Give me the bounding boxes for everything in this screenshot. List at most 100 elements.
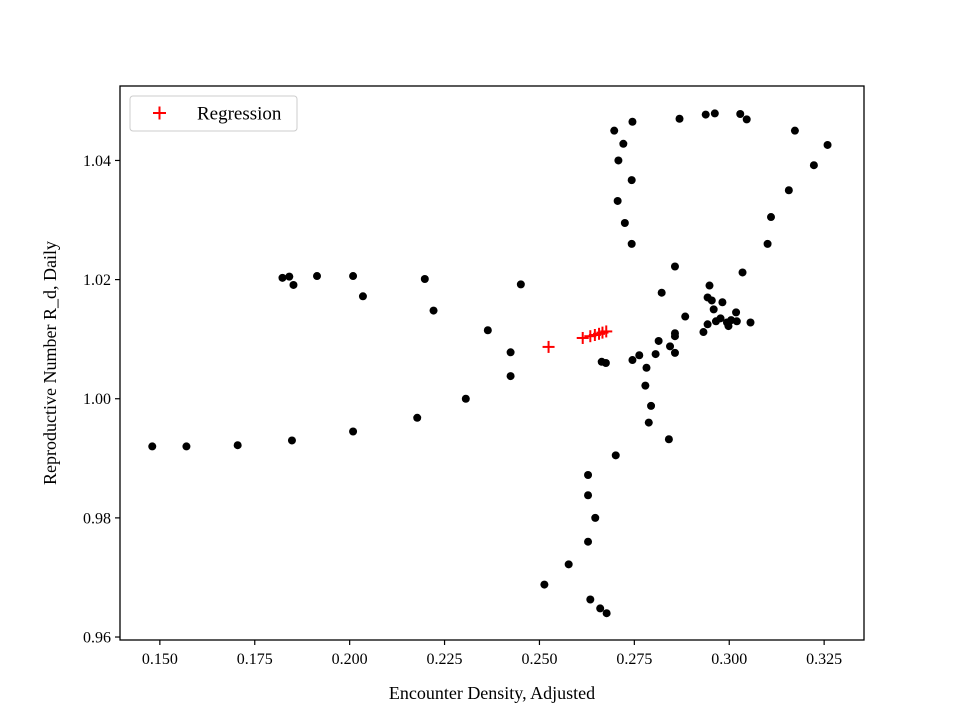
x-tick-label: 0.200	[332, 651, 368, 668]
legend: Regression	[129, 95, 298, 132]
scatter-point	[823, 140, 832, 149]
y-axis-label: Reproductive Number R_d, Daily	[40, 241, 60, 485]
scatter-point	[584, 491, 593, 500]
scatter-point	[736, 109, 745, 118]
y-tick-label: 0.98	[83, 510, 111, 527]
scatter-point	[628, 117, 637, 126]
x-axis-ticks: 0.150 0.175 0.200 0.225 0.250 0.275 0.300 0.325	[142, 640, 842, 668]
plot-area	[120, 86, 864, 640]
scatter-point	[619, 139, 628, 148]
scatter-point	[614, 156, 623, 165]
scatter-point	[628, 356, 637, 365]
scatter-point	[635, 351, 644, 360]
scatter-point	[767, 213, 775, 222]
y-tick-label: 1.02	[83, 272, 111, 289]
scatter-point	[742, 115, 751, 124]
legend-label-regression: Regression	[197, 104, 282, 125]
scatter-point	[642, 363, 651, 372]
scatter-point	[182, 442, 191, 451]
scatter-point	[627, 176, 636, 185]
scatter-point	[285, 272, 294, 281]
scatter-point	[413, 413, 422, 422]
x-tick-label: 0.225	[427, 651, 463, 668]
scatter-point	[746, 318, 755, 327]
scatter-point	[670, 329, 679, 338]
scatter-point	[483, 326, 492, 335]
scatter-point	[287, 436, 296, 445]
plot-frame	[119, 85, 865, 641]
scatter-point	[641, 381, 650, 390]
scatter-point	[763, 239, 772, 248]
scatter-point	[506, 372, 515, 381]
scatter-point	[429, 306, 438, 315]
scatter-point	[670, 262, 679, 271]
scatter-point	[644, 418, 653, 427]
scatter-point	[349, 427, 358, 436]
scatter-point	[620, 219, 629, 228]
scatter-point	[732, 308, 741, 317]
scatter-point	[602, 609, 611, 618]
scatter-point	[664, 435, 673, 444]
scatter-point	[506, 348, 515, 357]
y-axis-ticks: 0.96 0.98 1.00 1.02 1.04	[83, 153, 120, 647]
scatter-point	[709, 305, 718, 314]
x-tick-label: 0.275	[616, 651, 652, 668]
scatter-point	[596, 604, 605, 613]
x-tick-label: 0.325	[806, 651, 842, 668]
scatter-point	[584, 537, 593, 546]
scatter-point	[701, 110, 710, 119]
scatter-point	[732, 317, 741, 326]
x-tick-label: 0.175	[237, 651, 273, 668]
scatter-point	[681, 312, 690, 321]
scatter-point	[627, 239, 636, 248]
scatter-point	[613, 196, 622, 205]
scatter-point	[784, 186, 793, 195]
scatter-point	[540, 580, 549, 589]
x-tick-label: 0.150	[142, 651, 178, 668]
scatter-point	[601, 359, 610, 367]
y-tick-label: 1.04	[83, 153, 111, 170]
scatter-point	[809, 161, 818, 170]
scatter-point	[516, 280, 525, 289]
scatter-point	[289, 280, 298, 289]
scatter-point	[703, 320, 712, 329]
scatter-point	[666, 342, 675, 351]
y-tick-label: 0.96	[83, 630, 111, 647]
y-tick-label: 1.00	[83, 391, 111, 408]
x-tick-label: 0.300	[711, 651, 747, 668]
legend-box	[129, 95, 298, 132]
scatter-point	[651, 350, 660, 359]
scatter-point	[710, 109, 719, 118]
data-marks	[148, 109, 832, 618]
scatter-point	[611, 451, 620, 460]
scatter-point	[564, 560, 573, 569]
scatter-point	[584, 470, 593, 479]
scatter-point	[586, 595, 595, 604]
scatter-point	[707, 296, 716, 305]
regression-point	[600, 325, 613, 338]
scatter-point	[718, 298, 727, 307]
scatter-point	[657, 288, 666, 297]
scatter-point	[420, 275, 429, 284]
scatter-point	[591, 513, 600, 522]
scatter-point	[724, 322, 733, 331]
scatter-point	[610, 126, 619, 135]
scatter-point	[461, 394, 470, 403]
x-axis-label: Encounter Density, Adjusted	[389, 683, 595, 703]
scatter-point	[790, 126, 799, 135]
scatter-point	[358, 292, 367, 301]
scatter-point	[738, 268, 747, 277]
scatter-point	[349, 272, 358, 281]
scatter-point	[675, 114, 684, 123]
scatter-point	[647, 401, 656, 410]
scatter-point	[278, 273, 287, 282]
scatter-point	[699, 328, 708, 337]
scatter-point	[670, 348, 679, 357]
x-tick-label: 0.250	[521, 651, 557, 668]
regression-point	[542, 340, 555, 353]
legend-marker-plus	[153, 106, 166, 120]
scatter-point	[654, 336, 663, 345]
scatter-point	[233, 441, 242, 450]
scatter-point	[716, 314, 725, 323]
